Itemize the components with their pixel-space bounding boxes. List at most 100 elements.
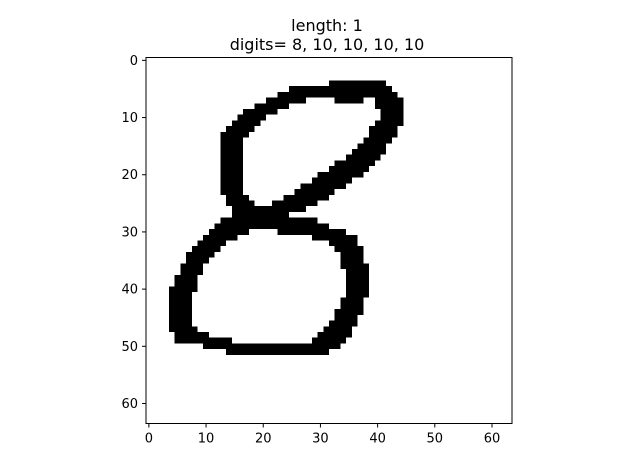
ink-pixel-run bbox=[231, 206, 307, 212]
ink-pixel-run bbox=[220, 137, 244, 144]
ink-pixel-run bbox=[168, 320, 192, 327]
ink-pixel-run bbox=[220, 217, 318, 224]
ink-pixel-run bbox=[329, 320, 358, 327]
chart-title-line-2: digits= 8, 10, 10, 10, 10 bbox=[230, 35, 425, 54]
x-tick-label: 10 bbox=[198, 432, 215, 447]
ink-pixel-run bbox=[220, 166, 244, 172]
ink-pixel-run bbox=[369, 126, 398, 132]
ink-pixel-run bbox=[329, 80, 387, 87]
x-tick-label: 30 bbox=[312, 432, 329, 447]
ink-pixel-run bbox=[197, 240, 227, 247]
ink-pixel-run bbox=[346, 286, 370, 292]
ink-pixel-run bbox=[254, 103, 289, 109]
axes-frame bbox=[145, 57, 513, 424]
ink-pixel-run bbox=[380, 114, 404, 121]
x-tick-label: 60 bbox=[484, 432, 501, 447]
x-tick-label: 40 bbox=[369, 432, 386, 447]
ink-pixel-run bbox=[243, 108, 278, 115]
ink-pixel-run bbox=[220, 143, 244, 149]
ink-pixel-run bbox=[168, 309, 192, 315]
y-tick-label: 10 bbox=[121, 111, 138, 126]
ink-pixel-run bbox=[329, 166, 370, 172]
ink-pixel-run bbox=[340, 257, 364, 264]
ink-pixel-run bbox=[311, 234, 358, 241]
ink-pixel-run bbox=[334, 314, 358, 321]
x-tick-label: 50 bbox=[427, 432, 444, 447]
ink-pixel-run bbox=[311, 177, 352, 184]
ink-pixel-run bbox=[168, 297, 192, 304]
ink-pixel-run bbox=[168, 286, 198, 292]
ink-pixel-run bbox=[277, 91, 398, 98]
ink-pixel-run bbox=[226, 349, 329, 355]
ink-pixel-run bbox=[277, 229, 347, 235]
ink-pixel-run bbox=[231, 211, 289, 218]
ink-pixel-run bbox=[220, 189, 244, 195]
ink-pixel-run bbox=[174, 337, 232, 344]
ink-pixel-run bbox=[288, 86, 392, 92]
ink-pixel-run bbox=[340, 297, 364, 304]
ink-pixel-run bbox=[220, 177, 244, 184]
ink-pixel-run bbox=[369, 131, 398, 138]
ink-pixel-run bbox=[334, 309, 364, 315]
ink-pixel-run bbox=[174, 274, 198, 281]
ink-pixel-run bbox=[168, 326, 198, 332]
ink-pixel-run bbox=[340, 263, 370, 270]
ink-pixel-run bbox=[186, 257, 209, 264]
ink-pixel-run bbox=[180, 269, 204, 275]
ink-pixel-run bbox=[168, 291, 192, 298]
ink-pixel-run bbox=[186, 251, 215, 258]
ink-pixel-run bbox=[346, 269, 370, 275]
y-tick-label: 40 bbox=[121, 283, 138, 298]
ink-pixel-run bbox=[214, 223, 330, 230]
ink-pixel-run bbox=[220, 154, 244, 161]
ink-pixel-run bbox=[374, 103, 404, 109]
ink-pixel-run bbox=[220, 171, 244, 178]
ink-pixel-run bbox=[346, 280, 370, 287]
x-axis-ticks: 0 10 20 30 40 50 60 bbox=[145, 423, 501, 447]
ink-pixel-run bbox=[174, 332, 209, 338]
ink-pixel-run bbox=[374, 120, 404, 127]
ink-pixel-run bbox=[226, 200, 255, 207]
y-tick-label: 30 bbox=[121, 225, 138, 240]
ink-pixel-run bbox=[329, 240, 358, 247]
ink-pixel-run bbox=[340, 251, 364, 258]
ink-pixel-run bbox=[346, 291, 370, 298]
ink-pixel-run bbox=[191, 246, 221, 252]
ink-pixel-run bbox=[220, 149, 244, 155]
ink-pixel-run bbox=[226, 194, 249, 201]
ink-pixel-run bbox=[266, 97, 307, 104]
ink-pixel-run bbox=[203, 234, 238, 241]
ink-pixel-run bbox=[174, 280, 198, 287]
x-tick-label: 0 bbox=[145, 432, 153, 447]
ink-pixel-run bbox=[334, 246, 364, 252]
ink-pixel-run bbox=[334, 97, 364, 104]
ink-pixel-run bbox=[317, 332, 352, 338]
ink-pixel-run bbox=[311, 337, 347, 344]
ink-pixel-run bbox=[203, 343, 341, 350]
ink-pixel-run bbox=[363, 137, 392, 144]
ink-pixel-run bbox=[208, 229, 249, 235]
y-tick-label: 0 bbox=[130, 54, 138, 69]
y-tick-label: 60 bbox=[121, 397, 138, 412]
ink-pixel-run bbox=[220, 160, 244, 167]
ink-pixel-run bbox=[220, 131, 249, 138]
digit-pixels bbox=[168, 80, 404, 355]
x-tick-label: 20 bbox=[255, 432, 272, 447]
ink-pixel-run bbox=[351, 149, 387, 155]
ink-pixel-run bbox=[180, 263, 204, 270]
ink-pixel-run bbox=[283, 194, 329, 201]
ink-pixel-run bbox=[220, 183, 244, 190]
ink-pixel-run bbox=[168, 303, 192, 310]
ink-pixel-run bbox=[317, 171, 364, 178]
ink-pixel-run bbox=[294, 189, 335, 195]
y-tick-label: 20 bbox=[121, 168, 138, 183]
ink-pixel-run bbox=[271, 200, 318, 207]
ink-pixel-run bbox=[226, 126, 255, 132]
ink-pixel-run bbox=[357, 143, 387, 149]
ink-pixel-run bbox=[374, 97, 404, 104]
ink-pixel-run bbox=[340, 303, 364, 310]
ink-pixel-run bbox=[300, 183, 347, 190]
ink-pixel-run bbox=[380, 108, 404, 115]
